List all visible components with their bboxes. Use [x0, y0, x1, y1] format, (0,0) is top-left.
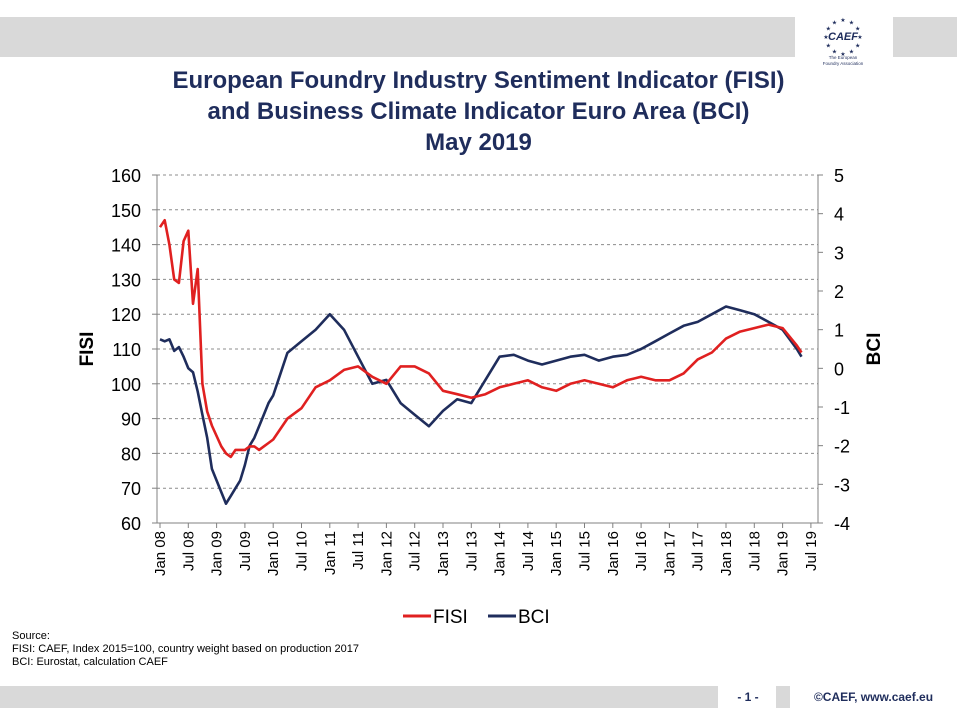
left-tick-label: 90: [121, 410, 141, 430]
logo-star-icon: ★: [855, 43, 860, 50]
left-tick-label: 70: [121, 479, 141, 499]
source-bci: BCI: Eurostat, calculation CAEF: [12, 656, 168, 668]
left-axis-ticks: 60 70 80 90 100 110 120 130 140 150 160: [111, 166, 157, 534]
right-tick-label: 5: [834, 166, 844, 186]
top-bar-left: [0, 17, 795, 57]
right-axis-ticks: -4 -3 -2 -1 0 1 2 3 4 5: [818, 166, 850, 534]
left-tick-label: 160: [111, 166, 141, 186]
logo-star-icon: ★: [855, 26, 860, 33]
x-tick-label: Jul 16: [633, 531, 650, 571]
x-tick-label: Jul 19: [803, 531, 820, 571]
right-tick-label: -1: [834, 398, 850, 418]
source-fisi: FISI: CAEF, Index 2015=100, country weig…: [12, 643, 360, 655]
x-tick-label: Jan 13: [435, 531, 452, 576]
x-tick-label: Jul 13: [463, 531, 480, 571]
logo-star-icon: ★: [826, 43, 831, 50]
legend: FISI BCI: [403, 607, 550, 628]
left-tick-label: 120: [111, 305, 141, 325]
logo-stars: ★★★★★★★★★ ★ ★★: [823, 17, 862, 58]
right-tick-label: 0: [834, 359, 844, 379]
logo-star-icon: ★: [823, 34, 828, 41]
caef-logo: ★★★★★★★★★ ★ ★★ CAEF The European Foundry A…: [823, 17, 864, 66]
legend-label-fisi: FISI: [433, 607, 468, 628]
logo-subtitle-line1: The European: [829, 55, 858, 60]
x-tick-label: Jan 08: [152, 531, 169, 576]
logo-star-icon: ★: [832, 49, 837, 56]
x-tick-label: Jul 11: [350, 531, 367, 570]
left-tick-label: 60: [121, 514, 141, 534]
logo-star-icon: ★: [826, 26, 831, 33]
left-tick-label: 100: [111, 375, 141, 395]
source-notes: Source: FISI: CAEF, Index 2015=100, coun…: [12, 630, 359, 669]
chart-title-line3: May 2019: [425, 129, 532, 156]
right-tick-label: 4: [834, 205, 844, 225]
gridlines: [157, 174, 818, 489]
x-tick-label: Jan 11: [322, 531, 339, 575]
copyright-link[interactable]: ©CAEF, www.caef.eu: [813, 690, 934, 704]
logo-star-icon: ★: [840, 17, 845, 24]
page-number: - 1 -: [720, 686, 776, 708]
x-tick-label: Jan 10: [265, 531, 282, 576]
x-tick-label: Jan 16: [605, 531, 622, 576]
x-tick-label: Jul 09: [237, 531, 254, 571]
logo-star-icon: ★: [840, 51, 845, 58]
logo-star-icon: ★: [832, 19, 837, 26]
logo-star-icon: ★: [849, 49, 854, 56]
right-tick-label: -2: [834, 437, 850, 457]
logo-star-icon: ★: [849, 19, 854, 26]
x-tick-label: Jan 17: [661, 531, 678, 576]
top-bar-right: [893, 17, 957, 57]
x-tick-label: Jul 15: [577, 531, 594, 571]
right-tick-label: 3: [834, 243, 844, 263]
x-tick-label: Jan 19: [775, 531, 792, 576]
x-tick-label: Jan 09: [209, 531, 226, 576]
legend-label-bci: BCI: [518, 607, 550, 628]
x-tick-label: Jan 15: [548, 531, 565, 576]
x-tick-label: Jan 18: [718, 531, 735, 576]
left-tick-label: 110: [112, 340, 141, 360]
x-tick-label: Jan 12: [378, 531, 395, 576]
x-axis-ticks: Jan 08 Jul 08 Jan 09 Jul 09 Jan 10 Jul 10 Jan …: [152, 523, 820, 576]
x-tick-label: Jul 14: [520, 531, 537, 571]
fisi-bci-chart: 60 70 80 90 100 110 120 130 140 150 160 -4 -3 -2 -1 0 1…: [77, 166, 885, 628]
x-tick-label: Jan 14: [492, 531, 509, 576]
right-tick-label: -3: [834, 475, 850, 495]
series-line-fisi: [158, 218, 803, 459]
series-line-bci: [159, 305, 803, 506]
bottom-bar-mid: [776, 686, 790, 708]
logo-star-icon: ★: [857, 34, 862, 41]
right-tick-label: 2: [834, 282, 844, 302]
right-tick-label: -4: [834, 514, 850, 534]
chart-title-line2: and Business Climate Indicator Euro Area…: [207, 98, 750, 125]
left-tick-label: 150: [111, 201, 141, 221]
x-tick-label: Jul 18: [746, 531, 763, 571]
left-tick-label: 140: [111, 236, 141, 256]
source-label: Source:: [12, 630, 50, 642]
series-lines: [158, 218, 803, 506]
left-tick-label: 130: [111, 270, 141, 290]
y-axis-label-right: BCI: [864, 333, 885, 366]
chart-title-line1: European Foundry Industry Sentiment Indi…: [172, 67, 785, 94]
left-tick-label: 80: [121, 444, 141, 464]
x-tick-label: Jul 10: [294, 531, 311, 571]
right-tick-label: 1: [834, 321, 844, 341]
bottom-bar-left: [0, 686, 718, 708]
x-tick-label: Jul 17: [690, 531, 707, 571]
logo-subtitle-line2: Foundry Association: [823, 61, 864, 66]
y-axis-label-left: FISI: [77, 332, 98, 367]
logo-name: CAEF: [828, 31, 858, 43]
x-tick-label: Jul 08: [180, 531, 197, 571]
x-tick-label: Jul 12: [407, 531, 424, 571]
